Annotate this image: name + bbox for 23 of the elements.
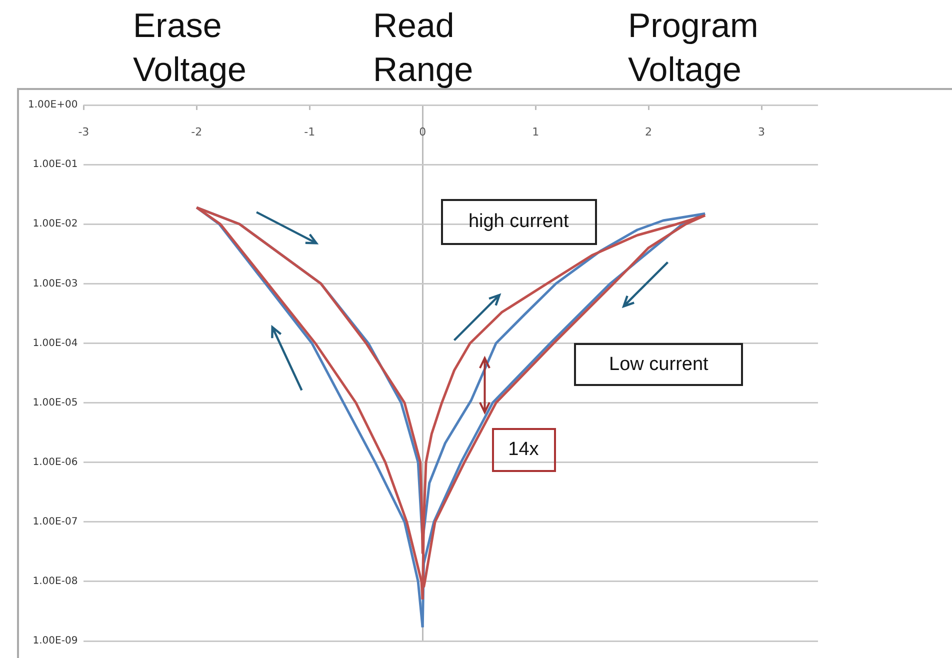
y-tick-label: 1.00E-04 xyxy=(32,338,78,349)
x-tick-label: 0 xyxy=(419,125,426,138)
annotation: Low current xyxy=(574,343,744,386)
y-tick-label: 1.00E-07 xyxy=(32,516,78,528)
x-tick-label: -2 xyxy=(191,125,202,138)
y-tick-label: 1.00E-08 xyxy=(32,576,78,588)
x-tick-label: 2 xyxy=(645,125,652,138)
y-tick-label: 1.00E-09 xyxy=(32,636,78,647)
text: Erase Voltage xyxy=(133,6,248,91)
text: Read Range xyxy=(373,6,474,91)
y-tick-label: 1.00E-06 xyxy=(32,456,78,468)
y-tick-label: 1.00E-03 xyxy=(32,278,78,290)
y-tick-label: 1.00E-05 xyxy=(32,397,78,408)
y-tick-label: 1.00E+00 xyxy=(28,100,78,111)
x-tick-label: 1 xyxy=(532,125,540,138)
x-tick-label: 3 xyxy=(758,125,766,138)
annotation: 14x xyxy=(492,428,556,472)
x-tick-label: -3 xyxy=(78,125,90,138)
y-tick-label: 1.00E-01 xyxy=(32,159,78,170)
x-tick-label: -1 xyxy=(304,125,316,138)
text: Program Voltage xyxy=(628,6,760,91)
annotation: high current xyxy=(440,199,597,246)
y-tick-label: 1.00E-02 xyxy=(32,218,78,230)
